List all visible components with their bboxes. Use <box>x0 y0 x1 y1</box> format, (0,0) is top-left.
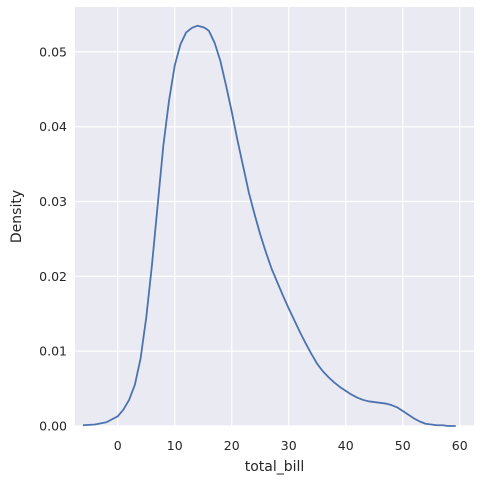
plot-background <box>75 7 474 426</box>
x-axis-label: total_bill <box>245 459 305 475</box>
x-tick-label: 30 <box>281 438 297 453</box>
y-axis-label: Density <box>9 190 25 243</box>
x-tick-label: 50 <box>395 438 411 453</box>
x-tick-label: 0 <box>114 438 122 453</box>
y-tick-label: 0.00 <box>39 419 67 434</box>
grid-lines <box>75 7 474 427</box>
y-axis-ticks: 0.00 0.01 0.02 0.03 0.04 0.05 <box>39 44 67 433</box>
x-tick-label: 10 <box>167 438 183 453</box>
y-tick-label: 0.04 <box>39 119 67 134</box>
y-tick-label: 0.03 <box>39 194 67 209</box>
x-tick-label: 40 <box>338 438 354 453</box>
density-curve <box>82 24 456 427</box>
x-axis-ticks: 0 10 20 30 40 50 60 <box>114 438 468 453</box>
y-tick-label: 0.02 <box>39 269 67 284</box>
x-tick-label: 60 <box>452 438 468 453</box>
y-tick-label: 0.05 <box>39 44 67 59</box>
y-tick-label: 0.01 <box>39 344 67 359</box>
x-tick-label: 20 <box>224 438 240 453</box>
